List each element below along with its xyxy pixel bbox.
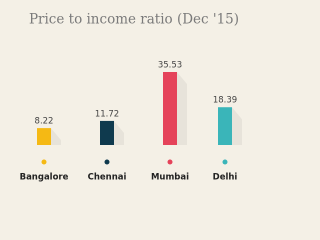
bar [218,107,232,145]
legend-dot [104,159,110,165]
value-label: 11.72 [95,109,119,119]
value-label: 35.53 [158,61,182,71]
value-label: 18.39 [213,96,237,106]
legend-dot [167,159,173,165]
chart: Price to income ratio (Dec '15) 8.22 Bang… [0,0,269,199]
bar [163,72,177,145]
bar-shadow [232,107,242,145]
background [0,0,269,199]
x-tick-label: Chennai [88,173,127,183]
value-label: 8.22 [35,117,54,127]
chart-title: Price to income ratio (Dec '15) [29,12,239,28]
x-tick-label: Bangalore [20,173,69,183]
bar-shadow [114,120,124,145]
bar-shadow [51,128,61,145]
legend-dot [222,159,228,165]
bar [100,120,114,145]
x-tick-label: Delhi [213,173,238,183]
x-tick-label: Mumbai [151,173,189,183]
bar-shadow [177,72,187,145]
bar [37,128,51,145]
legend-dot [41,159,47,165]
